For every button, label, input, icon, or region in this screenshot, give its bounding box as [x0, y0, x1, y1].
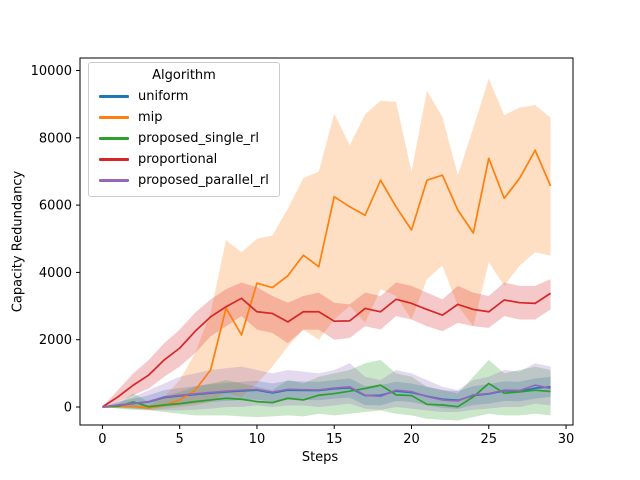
series-line-mip	[102, 149, 552, 409]
series-band-proportional	[102, 279, 551, 407]
x-tick-label: 25	[480, 432, 497, 447]
legend-swatch-uniform	[99, 95, 129, 98]
legend-item-proportional: proportional	[95, 149, 273, 170]
legend-item-proposed-parallel-rl: proposed_parallel_rl	[95, 170, 273, 191]
x-tick-label: 10	[249, 432, 266, 447]
series-line-proposed_parallel_rl	[102, 384, 551, 408]
x-tick-label: 30	[558, 432, 575, 447]
x-tick-label: 5	[176, 432, 184, 447]
legend-item-proposed-single-rl: proposed_single_rl	[95, 128, 273, 149]
y-tick-label: 8000	[39, 131, 72, 146]
y-axis-label: Capacity Redundancy	[10, 170, 26, 313]
legend-swatch-proposed-parallel-rl	[99, 179, 129, 182]
legend-label: proposed_single_rl	[138, 131, 259, 146]
series-line-proportional	[101, 292, 552, 408]
legend-swatch-mip	[99, 116, 129, 119]
legend: Algorithm uniform mip proposed_single_rl…	[88, 62, 280, 197]
y-tick-label: 4000	[39, 266, 72, 281]
x-tick-label: 20	[403, 432, 420, 447]
x-tick-label: 0	[98, 432, 106, 447]
y-tick-label: 10000	[31, 64, 72, 79]
legend-label: proposed_parallel_rl	[138, 173, 269, 188]
legend-title: Algorithm	[152, 68, 216, 83]
series-band-uniform	[102, 376, 551, 410]
legend-item-mip: mip	[95, 107, 273, 128]
y-tick-label: 0	[64, 400, 72, 415]
legend-swatch-proportional	[99, 158, 129, 161]
x-tick-label: 15	[326, 432, 343, 447]
y-tick-label: 6000	[39, 199, 72, 214]
legend-label: mip	[138, 110, 163, 125]
x-axis-label: Steps	[301, 450, 339, 465]
series-band-mip	[102, 78, 551, 411]
legend-label: uniform	[138, 89, 189, 104]
y-tick-label: 2000	[39, 333, 72, 348]
legend-item-uniform: uniform	[95, 86, 273, 107]
legend-label: proportional	[138, 152, 218, 167]
axes-frame	[79, 57, 574, 426]
legend-swatch-proposed-single-rl	[99, 137, 129, 140]
